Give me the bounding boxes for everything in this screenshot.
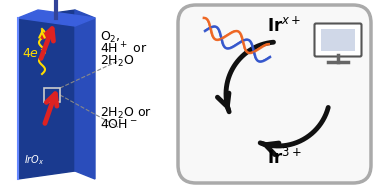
Polygon shape — [18, 10, 95, 26]
FancyBboxPatch shape — [178, 5, 371, 183]
Text: $4e^-$: $4e^-$ — [22, 47, 48, 60]
Polygon shape — [75, 10, 95, 179]
Text: IrO$_x$: IrO$_x$ — [24, 153, 45, 167]
Text: 2H$_2$O: 2H$_2$O — [100, 53, 135, 69]
Bar — [321, 29, 355, 51]
Bar — [44, 88, 60, 102]
Text: Ir$^{3+}$: Ir$^{3+}$ — [267, 148, 301, 168]
FancyBboxPatch shape — [314, 23, 362, 57]
Text: 4H$^+$ or: 4H$^+$ or — [100, 41, 147, 57]
Text: 2H$_2$O or: 2H$_2$O or — [100, 105, 152, 121]
Text: Ir$^{x+}$: Ir$^{x+}$ — [267, 17, 301, 36]
Text: O$_2$,: O$_2$, — [100, 29, 121, 45]
Text: 4OH$^-$: 4OH$^-$ — [100, 119, 137, 132]
Polygon shape — [18, 10, 75, 179]
